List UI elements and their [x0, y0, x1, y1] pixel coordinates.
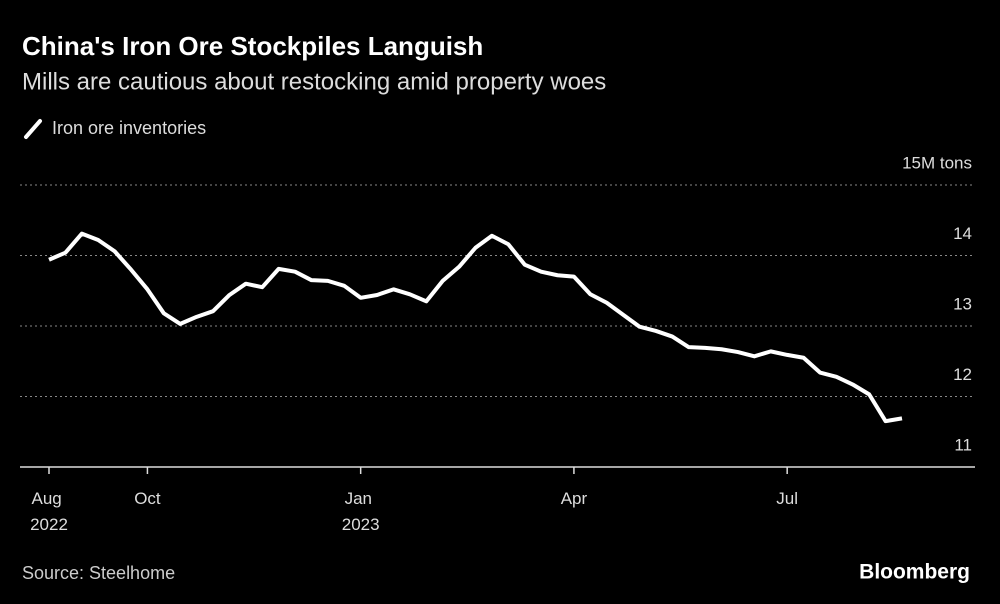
- y-tick-label: 14: [953, 224, 972, 243]
- legend-label: Iron ore inventories: [52, 118, 206, 138]
- brand: Bloomberg: [859, 561, 970, 584]
- line: [48, 231, 903, 424]
- y-tick-label: 11: [954, 435, 972, 454]
- chart-title: China's Iron Ore Stockpiles Languish: [22, 31, 483, 61]
- x-tick-label: Oct: [134, 489, 161, 508]
- y-tick-label: 15M tons: [902, 153, 972, 172]
- x-tick-label: Jan 2023: [342, 489, 380, 534]
- x-tick-label: Jul: [776, 489, 798, 508]
- x-tick-label: Apr: [561, 489, 588, 508]
- chart-subtitle: Mills are cautious about restocking amid…: [22, 68, 606, 95]
- y-tick-label: 13: [953, 294, 972, 313]
- y-tick-label: 12: [953, 365, 972, 384]
- source: Source: Steelhome: [22, 563, 175, 583]
- x-tick-label: Aug 2022: [30, 489, 68, 534]
- legend-swatch: [24, 119, 42, 139]
